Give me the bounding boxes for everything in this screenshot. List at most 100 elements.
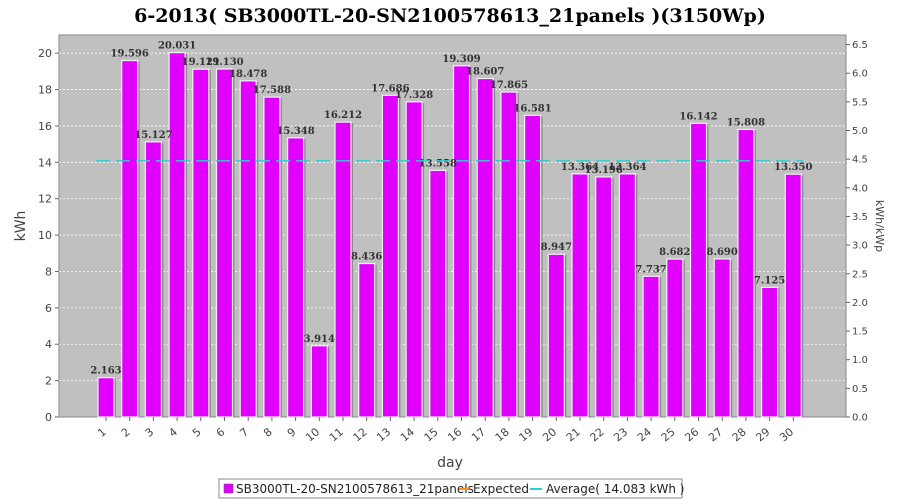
x-tick-label: 21 [564, 425, 583, 444]
y-axis-label: kWh [13, 211, 29, 242]
bar-value-label: 15.348 [276, 126, 314, 137]
y2-tick-label: 0.5 [852, 384, 868, 395]
y2-tick-label: 0.0 [852, 413, 868, 424]
y2-tick-label: 6.5 [852, 40, 868, 51]
bar-value-label: 3.914 [304, 334, 335, 345]
y-tick-label: 14 [38, 156, 52, 169]
legend-box [218, 478, 683, 499]
bar [547, 253, 565, 418]
grid-lines [59, 52, 846, 382]
legend-label-series: SB3000TL-20-SN2100578613_21panels [236, 482, 474, 496]
x-tick-label: 25 [659, 425, 678, 444]
bar-value-label: 8.690 [707, 247, 738, 258]
bar [760, 286, 779, 418]
y2-tick-label: 4.5 [852, 155, 868, 166]
bar [239, 80, 257, 418]
bar [192, 68, 210, 418]
bar-value-label: 7.737 [635, 264, 666, 275]
bar-value-label: 16.581 [513, 103, 551, 114]
x-tick-label: 8 [261, 425, 275, 439]
bar-labels: 2.163 19.596 15.127 20.031 19.12119.13018.47… [90, 41, 812, 377]
bar-value-label: 15.808 [727, 117, 765, 128]
legend-label-average: Average( 14.083 kWh ) [546, 482, 685, 496]
bar [97, 377, 115, 418]
bar [713, 258, 731, 418]
x-tick-label: 19 [516, 425, 535, 444]
y-tick-label: 18 [38, 84, 52, 97]
x-tick-label: 27 [706, 425, 725, 444]
x-tick-label: 16 [445, 425, 464, 444]
x-tick-label: 28 [730, 425, 749, 444]
x-tick-label: 26 [682, 425, 701, 444]
x-tick-label: 23 [611, 425, 630, 444]
x-tick-label: 9 [285, 425, 299, 439]
y2-tick-label: 6.0 [852, 69, 868, 80]
bar-value-label: 18.607 [466, 67, 504, 78]
bar [666, 258, 684, 418]
x-tick-label: 6 [214, 425, 228, 439]
y-axis-ticks: 0 2 4 6 8 10 12 14 16 18 20 [38, 47, 59, 424]
y2-tick-label: 2.0 [852, 298, 868, 309]
bar-value-label: 17.865 [490, 80, 528, 91]
y-tick-label: 4 [45, 338, 52, 351]
x-tick-label: 17 [469, 425, 488, 444]
bar-series [97, 52, 804, 418]
y-tick-label: 2 [45, 375, 52, 388]
x-tick-label: 30 [777, 425, 796, 444]
bar-value-label: 13.364 [561, 162, 599, 173]
bar [642, 275, 660, 418]
bar [405, 101, 423, 418]
bar [689, 122, 708, 418]
y2-tick-label: 3.0 [852, 241, 868, 252]
y-tick-label: 10 [38, 229, 52, 242]
x-tick-label: 4 [166, 425, 180, 439]
bar-value-label: 19.130 [205, 57, 243, 68]
bar-value-label: 16.212 [324, 110, 362, 121]
y-tick-label: 20 [38, 47, 52, 60]
y-tick-label: 6 [45, 302, 52, 315]
y2-tick-label: 2.5 [852, 269, 868, 280]
y2-tick-label: 3.5 [852, 212, 868, 223]
bar-value-label: 15.127 [134, 130, 172, 141]
y2-tick-label: 5.5 [852, 97, 868, 108]
x-axis-label: day [437, 455, 463, 471]
bar-value-label: 8.947 [541, 242, 572, 253]
bar-value-label: 13.364 [608, 162, 646, 173]
y-tick-label: 0 [45, 411, 52, 424]
y-tick-label: 16 [38, 120, 52, 133]
bar [784, 173, 802, 418]
x-tick-label: 2 [119, 425, 133, 439]
bar [452, 65, 471, 418]
y2-tick-label: 5.0 [852, 126, 868, 137]
x-tick-label: 14 [398, 425, 417, 444]
x-tick-label: 24 [635, 425, 654, 444]
x-tick-label: 7 [237, 425, 251, 439]
x-axis-ticks: 1 2 3 4 5 6 7 8 9 10 11 12 13 14 15 16 17 18 19 20 21 22 23 24 2… [95, 417, 796, 444]
bar-value-label: 13.350 [774, 162, 812, 173]
x-tick-label: 13 [374, 425, 393, 444]
bar [121, 59, 139, 418]
bar-value-label: 18.478 [229, 69, 267, 80]
bar [287, 137, 305, 418]
x-tick-label: 3 [143, 425, 157, 439]
y2-axis-label: kWh/kWp [873, 200, 886, 252]
bar [571, 173, 589, 418]
bar [595, 176, 613, 418]
legend: SB3000TL-20-SN2100578613_21panels Expect… [218, 478, 685, 499]
x-tick-label: 20 [540, 425, 559, 444]
bar-value-label: 16.142 [679, 111, 717, 122]
bar [334, 121, 352, 418]
x-tick-label: 29 [753, 425, 772, 444]
bar-value-label: 13.558 [419, 158, 457, 169]
x-tick-label: 22 [588, 425, 607, 444]
legend-label-expected: Expected [473, 482, 529, 496]
bar [358, 262, 376, 418]
bar [310, 345, 328, 418]
y-tick-label: 12 [38, 193, 52, 206]
bar-value-label: 19.596 [111, 49, 149, 60]
y2-tick-label: 4.0 [852, 183, 868, 194]
bar [429, 169, 447, 418]
bar [500, 91, 518, 418]
y-tick-label: 8 [45, 265, 52, 278]
